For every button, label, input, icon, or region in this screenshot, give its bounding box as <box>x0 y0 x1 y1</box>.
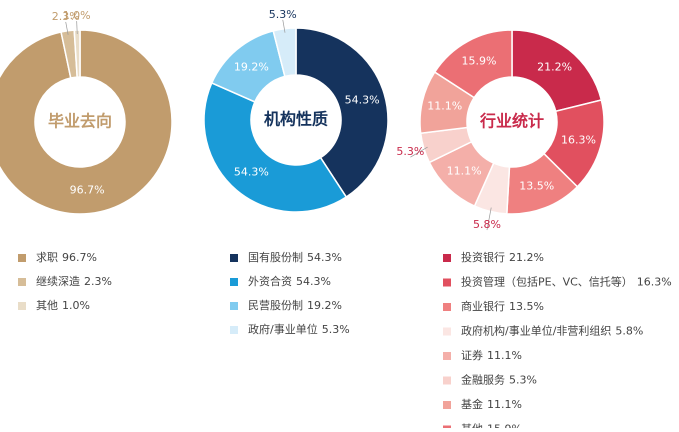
legend-swatch <box>443 376 451 385</box>
legend-name: 投资银行 <box>461 250 505 264</box>
slice-label: 54.3% <box>234 166 269 179</box>
legend-label: 民营股份制 19.2% <box>248 298 342 312</box>
donut-slice <box>295 27 389 199</box>
legend-value: 19.2% <box>307 299 342 312</box>
slice-label: 2.3% <box>52 10 80 23</box>
legend-label: 基金 11.1% <box>461 397 522 411</box>
legend-name: 民营股份制 <box>248 298 303 312</box>
leader-line <box>486 207 492 231</box>
legend-value: 5.8% <box>615 325 643 338</box>
leader-line <box>76 21 78 35</box>
legend-name: 基金 <box>461 397 483 411</box>
legend-swatch <box>18 302 26 310</box>
donut-slice <box>511 29 603 113</box>
legend-name: 其他 <box>461 423 483 429</box>
legend-swatch <box>230 326 238 334</box>
legend-swatch <box>443 352 451 360</box>
legend-swatch <box>18 254 26 262</box>
donut-slice <box>73 29 81 78</box>
legend-name: 国有股份制 <box>248 250 303 264</box>
legend-value: 13.5% <box>509 300 544 313</box>
legend-label: 其他 1.0% <box>36 299 90 312</box>
legend-swatch <box>443 254 451 262</box>
legend-value: 96.7% <box>62 251 97 264</box>
donut-slice <box>272 27 297 78</box>
legend-swatch <box>230 254 238 262</box>
leader-line <box>410 146 428 158</box>
legend-value: 21.2% <box>509 251 544 264</box>
legend-value: 16.3% <box>637 276 672 289</box>
legend-swatch <box>18 278 26 286</box>
legend-value: 2.3% <box>84 275 112 288</box>
legend-label: 商业银行 13.5% <box>461 299 544 313</box>
legend-name: 政府机构/事业单位/非营利组织 <box>461 324 611 338</box>
legend-name: 求职 <box>36 251 58 264</box>
slice-label: 5.3% <box>269 8 297 21</box>
legend-value: 11.1% <box>487 349 522 362</box>
slice-label: 11.1% <box>447 165 482 178</box>
slice-label: 13.5% <box>519 179 554 192</box>
legend-name: 证券 <box>461 348 483 362</box>
leader-line <box>282 19 286 33</box>
legend-swatch <box>230 302 238 310</box>
legend-label: 求职 96.7% <box>36 251 97 264</box>
slice-label: 16.3% <box>561 133 596 146</box>
center-title: 行业统计 <box>479 112 544 131</box>
legend-label: 投资管理（包括PE、VC、信托等） 16.3% <box>461 275 672 289</box>
slice-label: 1.0% <box>63 9 91 22</box>
legend-value: 54.3% <box>307 251 342 264</box>
legend-swatch <box>443 303 451 311</box>
legend-label: 继续深造 2.3% <box>36 274 112 288</box>
legend-name: 继续深造 <box>36 274 80 288</box>
legend-name: 其他 <box>36 299 58 312</box>
legend-name: 外资合资 <box>248 274 292 288</box>
slice-label: 15.9% <box>462 54 497 67</box>
legend-value: 15.9% <box>487 423 522 429</box>
slice-label: 5.3% <box>396 145 424 158</box>
legend-label: 政府/事业单位 5.3% <box>248 322 350 336</box>
slice-label: 96.7% <box>70 184 105 197</box>
legend-label: 政府机构/事业单位/非营利组织 5.8% <box>461 324 643 338</box>
legend-value: 5.3% <box>509 374 537 387</box>
leader-line <box>65 21 69 35</box>
slice-label: 11.1% <box>427 100 462 113</box>
legend-name: 政府/事业单位 <box>248 322 318 336</box>
donut-slice <box>203 81 348 213</box>
slice-label: 21.2% <box>537 61 572 74</box>
legend-name: 商业银行 <box>461 299 505 313</box>
legend-swatch <box>443 401 451 409</box>
legend-swatch <box>443 278 451 287</box>
center-title: 机构性质 <box>264 110 328 129</box>
legend-value: 11.1% <box>487 398 522 411</box>
slice-label: 54.3% <box>345 93 380 106</box>
legend-swatch <box>230 278 238 286</box>
legend-label: 投资银行 21.2% <box>461 250 544 264</box>
donut-slice <box>0 29 173 215</box>
slice-label: 19.2% <box>234 60 269 73</box>
legend-label: 外资合资 54.3% <box>248 274 331 288</box>
legend-swatch <box>443 327 451 336</box>
legend-value: 54.3% <box>296 275 331 288</box>
legend-name: 投资管理（包括PE、VC、信托等） <box>461 275 633 289</box>
legend-name: 金融服务 <box>461 373 505 387</box>
legend-label: 金融服务 5.3% <box>461 373 537 387</box>
legend-label: 其他 15.9% <box>461 423 522 429</box>
legend-label: 证券 11.1% <box>461 348 522 362</box>
slice-label: 5.8% <box>473 218 501 231</box>
legend-value: 1.0% <box>62 299 90 312</box>
donut-slice <box>433 29 513 99</box>
center-title: 毕业去向 <box>48 112 112 131</box>
legend-value: 5.3% <box>322 323 350 336</box>
legend-label: 国有股份制 54.3% <box>248 250 342 264</box>
